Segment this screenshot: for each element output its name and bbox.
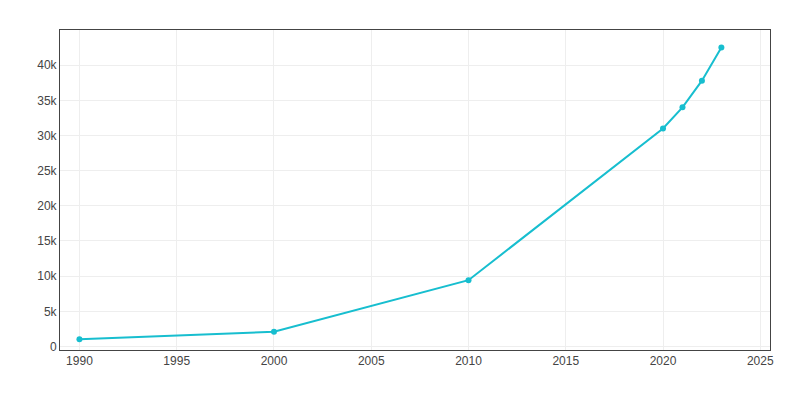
svg-text:2010: 2010: [455, 354, 482, 368]
svg-text:2005: 2005: [358, 354, 385, 368]
svg-text:2000: 2000: [261, 354, 288, 368]
svg-text:2020: 2020: [650, 354, 677, 368]
svg-text:10k: 10k: [37, 269, 57, 283]
svg-text:1990: 1990: [66, 354, 93, 368]
svg-text:1995: 1995: [163, 354, 190, 368]
svg-text:15k: 15k: [37, 234, 57, 248]
svg-text:5k: 5k: [44, 305, 58, 319]
svg-text:25k: 25k: [37, 164, 57, 178]
svg-text:2015: 2015: [552, 354, 579, 368]
svg-text:35k: 35k: [37, 94, 57, 108]
svg-text:40k: 40k: [37, 58, 57, 72]
svg-text:30k: 30k: [37, 129, 57, 143]
svg-text:2025: 2025: [747, 354, 774, 368]
svg-text:0: 0: [50, 340, 57, 354]
svg-text:20k: 20k: [37, 199, 57, 213]
